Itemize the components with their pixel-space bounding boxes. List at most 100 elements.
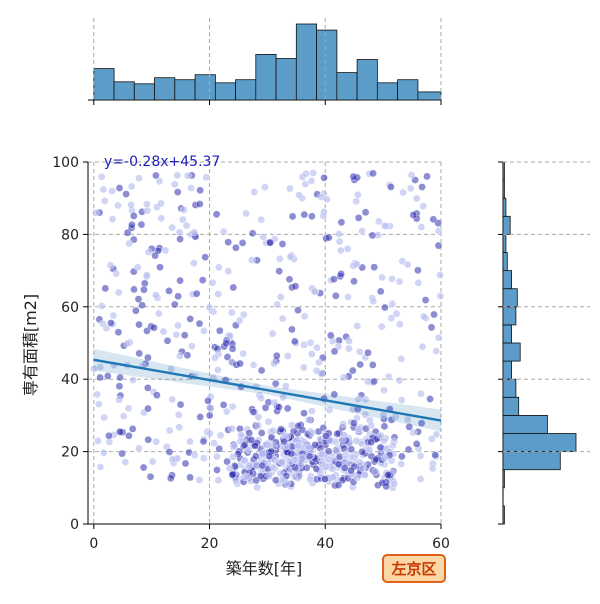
scatter-point	[201, 253, 209, 262]
scatter-point	[219, 401, 228, 409]
scatter-point	[196, 186, 204, 195]
scatter-point	[250, 188, 258, 196]
regression-layer	[93, 348, 442, 432]
scatter-point	[330, 275, 338, 284]
y-tick-label: 40	[61, 372, 79, 388]
scatter-point	[173, 171, 182, 180]
scatter-point	[168, 223, 176, 232]
scatter-point	[278, 314, 287, 323]
scatter-point	[278, 240, 287, 248]
y-tick-label: 80	[61, 227, 79, 243]
scatter-point	[412, 440, 421, 448]
scatter-point	[290, 337, 299, 346]
scatter-point	[251, 442, 259, 450]
y-tick-label: 60	[61, 300, 79, 316]
scatter-point	[353, 260, 361, 269]
x-histogram-bar	[255, 54, 277, 101]
scatter-point	[245, 446, 253, 454]
scatter-point	[271, 379, 280, 388]
scatter-point	[330, 347, 339, 356]
scatter-point	[129, 212, 138, 220]
scatter-point	[152, 171, 160, 180]
scatter-point	[395, 376, 404, 385]
scatter-point	[300, 210, 309, 219]
scatter-point	[123, 228, 132, 237]
scatter-point	[358, 440, 366, 448]
scatter-point	[190, 259, 198, 267]
scatter-point	[108, 215, 117, 223]
scatter-point	[300, 312, 309, 321]
region-badge: 左京区	[382, 554, 446, 583]
scatter-point	[243, 472, 251, 481]
scatter-point	[343, 244, 352, 253]
scatter-point	[380, 422, 389, 431]
scatter-point	[381, 303, 389, 312]
scatter-point	[142, 271, 151, 280]
x-histogram-bar	[336, 72, 358, 101]
scatter-point	[92, 208, 100, 217]
y-histogram-bar	[502, 505, 505, 525]
scatter-point	[370, 377, 378, 386]
scatter-point	[261, 441, 270, 450]
scatter-point	[114, 328, 123, 337]
scatter-point	[163, 336, 172, 345]
x-histogram-bar	[275, 58, 297, 101]
scatter-point	[305, 452, 314, 461]
scatter-point	[156, 263, 164, 272]
scatter-point	[188, 342, 196, 351]
scatter-point	[361, 208, 370, 217]
y-histogram-bar	[502, 270, 513, 290]
scatter-point	[104, 372, 112, 380]
scatter-point	[170, 300, 179, 309]
scatter-point	[230, 442, 239, 451]
scatter-point	[121, 458, 130, 466]
scatter-point	[397, 355, 406, 363]
scatter-point	[350, 419, 358, 428]
scatter-point	[138, 301, 146, 310]
scatter-point	[258, 461, 267, 470]
scatter-point	[135, 174, 143, 182]
scatter-point	[144, 248, 153, 256]
scatter-point	[392, 309, 401, 318]
scatter-point	[125, 431, 133, 440]
scatter-point	[368, 231, 377, 240]
scatter-point	[329, 473, 338, 482]
scatter-point	[417, 419, 426, 428]
scatter-point	[370, 263, 379, 272]
y-histogram-bar	[502, 179, 505, 199]
scatter-point	[397, 460, 406, 468]
x-histogram-bar	[174, 79, 196, 101]
scatter-point	[304, 415, 313, 424]
scatter-point	[403, 260, 412, 269]
scatter-point	[186, 437, 194, 446]
scatter-point	[205, 403, 214, 412]
scatter-point	[235, 316, 244, 325]
scatter-point	[353, 322, 362, 330]
scatter-point	[135, 320, 143, 329]
scatter-point	[100, 448, 108, 457]
scatter-point	[238, 239, 247, 247]
scatter-point	[352, 197, 361, 206]
scatter-point	[139, 463, 148, 472]
scatter-point	[174, 321, 182, 330]
scatter-point	[325, 406, 334, 414]
scatter-point	[380, 386, 388, 395]
x-histogram-bar	[356, 59, 378, 101]
y-histogram-bar	[502, 288, 518, 308]
scatter-point	[286, 457, 295, 466]
y-marginal-histogram	[502, 161, 577, 525]
scatter-point	[335, 230, 343, 238]
scatter-point	[257, 215, 266, 224]
scatter-point	[376, 443, 385, 452]
scatter-point	[388, 300, 397, 308]
scatter-point	[286, 252, 295, 261]
scatter-point	[150, 323, 158, 332]
scatter-point	[307, 177, 316, 185]
x-histogram-bar	[235, 79, 257, 101]
scatter-point	[376, 287, 385, 296]
scatter-point	[242, 209, 250, 218]
scatter-point	[436, 271, 444, 279]
scatter-point	[427, 323, 436, 332]
scatter-point	[239, 349, 247, 358]
scatter-point	[306, 338, 315, 347]
